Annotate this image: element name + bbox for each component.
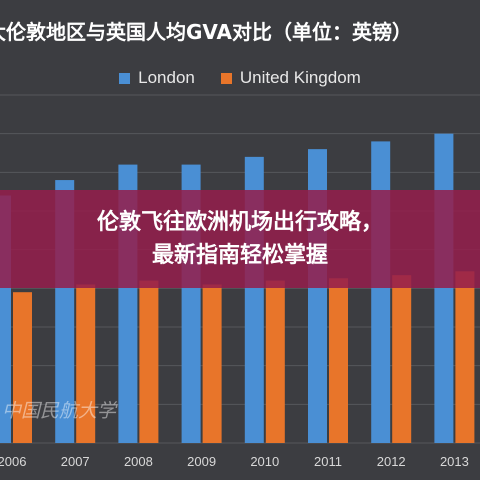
x-tick-label: 2010 xyxy=(250,454,279,469)
x-tick-label: 2013 xyxy=(440,454,469,469)
bar-uk-2010 xyxy=(265,280,285,443)
bar-london-2012 xyxy=(371,141,391,443)
bar-uk-2013 xyxy=(455,271,475,443)
bar-uk-2009 xyxy=(202,284,222,443)
legend: London United Kingdom xyxy=(0,68,480,88)
headline-line-2: 最新指南轻松掌握 xyxy=(151,243,328,268)
headline-banner: 伦敦飞往欧洲机场出行攻略， 最新指南轻松掌握 xyxy=(0,190,480,288)
headline-line-1: 伦敦飞往欧洲机场出行攻略， xyxy=(96,210,383,235)
x-tick-label: 2006 xyxy=(0,454,26,469)
bar-uk-2007 xyxy=(76,284,96,443)
legend-swatch-uk xyxy=(220,72,232,84)
watermark-text: 中国民航大学 xyxy=(2,400,117,422)
x-tick-label: 2011 xyxy=(314,454,342,469)
legend-label-london: London xyxy=(138,68,195,87)
legend-swatch-london xyxy=(119,72,131,84)
bar-uk-2008 xyxy=(139,280,159,443)
bar-london-2006 xyxy=(0,195,11,443)
legend-item-uk: United Kingdom xyxy=(220,68,361,88)
legend-item-london: London xyxy=(119,68,195,88)
legend-label-uk: United Kingdom xyxy=(239,68,361,87)
x-tick-label: 2007 xyxy=(61,454,90,469)
x-tick-label: 2009 xyxy=(187,454,216,469)
bar-uk-2011 xyxy=(329,278,348,443)
bar-uk-2012 xyxy=(392,275,412,443)
bar-uk-2006 xyxy=(13,292,32,443)
x-tick-label: 2012 xyxy=(377,454,406,469)
x-axis-labels: 2006 2007 2008 2009 2010 2011 2012 2013 xyxy=(0,454,469,469)
watermark: 中国民航大学 xyxy=(2,396,116,423)
chart-title: 大伦敦地区与英国人均GVA对比（单位：英镑） xyxy=(0,20,413,44)
x-tick-label: 2008 xyxy=(124,454,153,469)
bar-london-2013 xyxy=(434,133,454,443)
